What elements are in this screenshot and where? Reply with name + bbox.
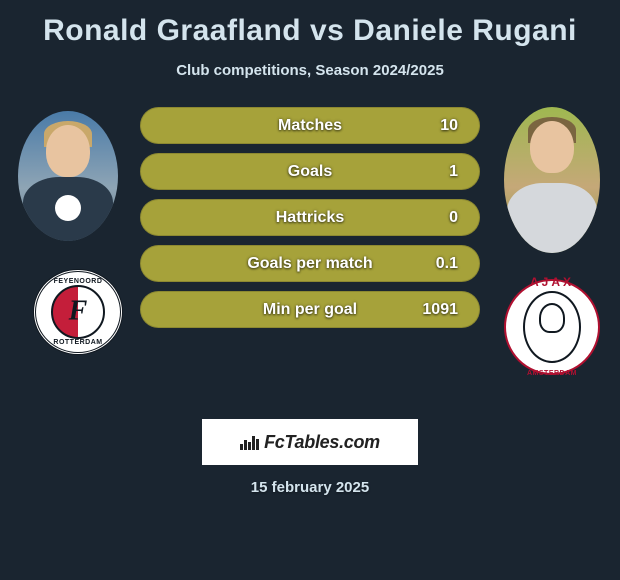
- club-badge-top-text: FEYENOORD: [36, 278, 120, 285]
- chart-bars-icon: [240, 434, 260, 450]
- club-badge-bottom-text: AMSTERDAM: [523, 370, 581, 377]
- stat-label: Min per goal: [263, 301, 357, 319]
- badge-letter: F: [69, 295, 88, 327]
- club-badge-bottom-text: ROTTERDAM: [36, 339, 120, 346]
- feyenoord-badge: FEYENOORD F ROTTERDAM: [33, 269, 123, 355]
- left-player-avatar: [18, 111, 118, 241]
- ajax-badge: AJAX AMSTERDAM: [504, 279, 600, 375]
- stat-value: 1: [449, 163, 458, 181]
- date-text: 15 february 2025: [251, 479, 369, 496]
- brand-text: FcTables.com: [264, 432, 380, 453]
- avatar-head: [530, 121, 574, 173]
- stat-label: Goals: [288, 163, 332, 181]
- stat-value: 0.1: [436, 255, 458, 273]
- right-club-badge: AJAX AMSTERDAM: [502, 277, 602, 377]
- stat-label: Hattricks: [276, 209, 344, 227]
- stat-value: 1091: [422, 301, 458, 319]
- stat-pill-goals-per-match: Goals per match 0.1: [140, 245, 480, 282]
- stat-value: 0: [449, 209, 458, 227]
- avatar-body: [23, 177, 113, 241]
- avatar-body: [507, 183, 597, 253]
- stat-label: Goals per match: [247, 255, 372, 273]
- avatar-head: [46, 125, 90, 177]
- stat-pill-matches: Matches 10: [140, 107, 480, 144]
- badge-inner: F: [51, 285, 105, 339]
- badge-inner-wrap: AJAX AMSTERDAM: [523, 291, 581, 363]
- stat-label: Matches: [278, 117, 342, 135]
- club-badge-top-text: AJAX: [523, 275, 581, 289]
- badge-inner: [523, 291, 581, 363]
- page-title: Ronald Graafland vs Daniele Rugani: [43, 14, 577, 48]
- right-player-avatar: [504, 107, 600, 253]
- stat-value: 10: [440, 117, 458, 135]
- stats-column: Matches 10 Goals 1 Hattricks 0 Goals per…: [140, 107, 480, 328]
- content-row: FEYENOORD F ROTTERDAM Matches 10 Goals 1…: [0, 107, 620, 377]
- comparison-card: Ronald Graafland vs Daniele Rugani Club …: [0, 0, 620, 506]
- left-player-column: FEYENOORD F ROTTERDAM: [8, 107, 128, 357]
- right-player-column: AJAX AMSTERDAM: [492, 107, 612, 377]
- brand-box: FcTables.com: [202, 419, 418, 465]
- stat-pill-min-per-goal: Min per goal 1091: [140, 291, 480, 328]
- stat-pill-hattricks: Hattricks 0: [140, 199, 480, 236]
- page-subtitle: Club competitions, Season 2024/2025: [176, 62, 444, 79]
- left-club-badge: FEYENOORD F ROTTERDAM: [30, 267, 126, 357]
- stat-pill-goals: Goals 1: [140, 153, 480, 190]
